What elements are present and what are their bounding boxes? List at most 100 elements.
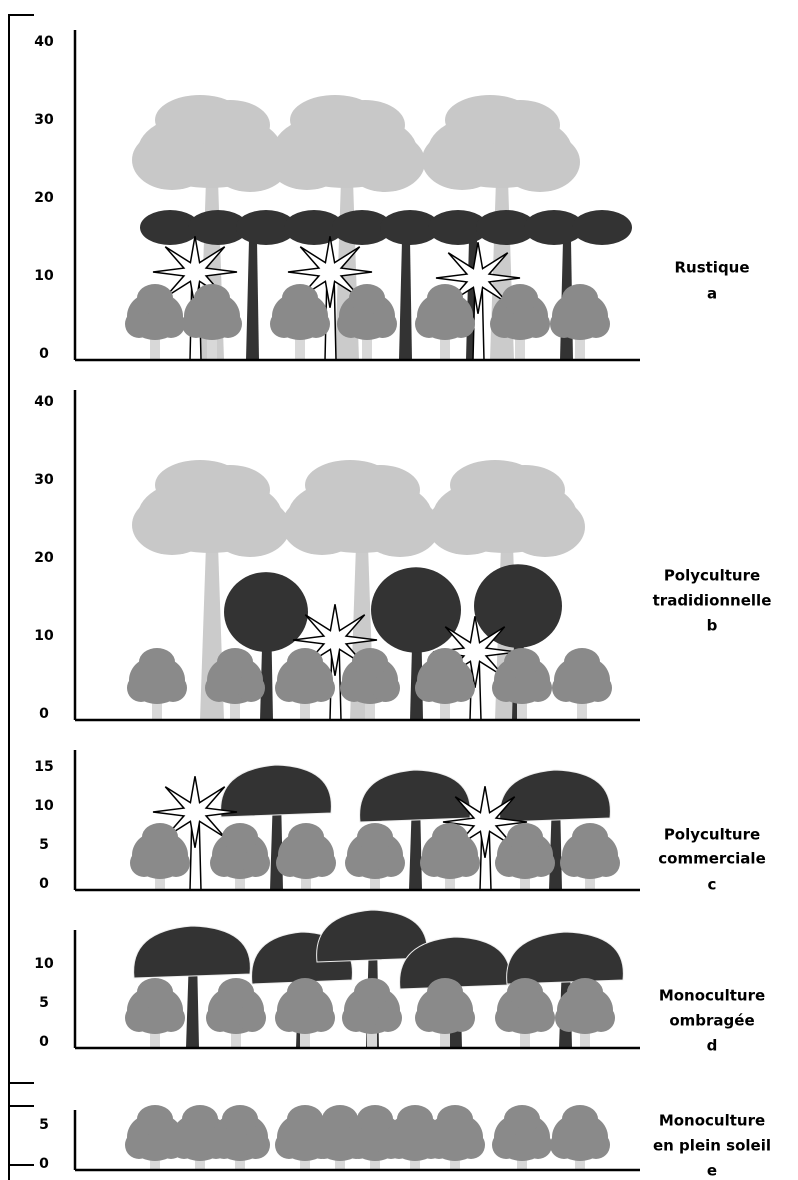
coffee-crown — [182, 310, 210, 338]
coffee-crown — [504, 648, 540, 676]
axis-tick-label: 0 — [39, 1156, 49, 1172]
coffee-crown — [524, 1131, 552, 1159]
coffee-crown — [592, 849, 620, 877]
tree-crown — [316, 909, 428, 963]
coffee-crown — [142, 823, 178, 851]
coffee-crown — [242, 1131, 270, 1159]
coffee-crown — [275, 674, 303, 702]
tree-crown — [332, 210, 392, 245]
system-label: commerciale — [658, 850, 766, 868]
axis-tick-label: 5 — [39, 995, 49, 1011]
coffee-crown — [452, 849, 480, 877]
coffee-crown — [527, 1004, 555, 1032]
tree-crown — [524, 210, 584, 245]
coffee-crown — [425, 1131, 453, 1159]
coffee-crown — [137, 284, 173, 312]
tree-trunk — [246, 240, 259, 360]
coffee-crown — [217, 648, 253, 676]
system-label: d — [707, 1037, 718, 1055]
coffee-crown — [345, 849, 373, 877]
axis-tick-label: 20 — [34, 550, 54, 566]
coffee-crown — [572, 823, 608, 851]
coffee-crown — [222, 1105, 258, 1133]
coffee-crown — [372, 674, 400, 702]
coffee-crown — [524, 674, 552, 702]
tree-trunk — [399, 240, 412, 360]
coffee-crown — [584, 674, 612, 702]
coffee-crown — [504, 1105, 540, 1133]
coffee-crown — [447, 310, 475, 338]
tree-crown — [220, 764, 332, 818]
coffee-crown — [139, 648, 175, 676]
coffee-crown — [307, 674, 335, 702]
system-label: ombragée — [669, 1012, 754, 1030]
coffee-crown — [447, 1004, 475, 1032]
tree-trunk — [409, 800, 422, 890]
axis-tick-label: 40 — [34, 394, 54, 410]
coffee-crown — [385, 1131, 413, 1159]
coffee-crown — [564, 648, 600, 676]
coffee-crown — [352, 648, 388, 676]
coffee-crown — [214, 310, 242, 338]
system-label: Rustique — [674, 259, 749, 277]
axis-tick-label: 0 — [39, 1034, 49, 1050]
coffee-crown — [238, 1004, 266, 1032]
coffee-crown — [550, 310, 578, 338]
tree-crown — [422, 130, 502, 190]
coffee-crown — [420, 849, 448, 877]
coffee-crown — [210, 849, 238, 877]
coffee-crown — [162, 849, 190, 877]
coffee-crown — [127, 674, 155, 702]
coffee-crown — [555, 1004, 583, 1032]
coffee-crown — [194, 284, 230, 312]
coffee-crown — [562, 1105, 598, 1133]
coffee-crown — [205, 674, 233, 702]
axis-tick-label: 0 — [39, 876, 49, 892]
coffee-crown — [415, 310, 443, 338]
coffee-crown — [349, 284, 385, 312]
coffee-crown — [447, 674, 475, 702]
tree-crown — [236, 210, 296, 245]
coffee-crown — [427, 648, 463, 676]
tree-crown — [190, 100, 270, 150]
tree-crown — [476, 210, 536, 245]
tree-crown — [359, 769, 471, 823]
panel: 0 10 20 30 40 Polyculture tradidionnelle b — [34, 390, 771, 722]
coffee-crown — [322, 1105, 358, 1133]
coffee-crown — [218, 978, 254, 1006]
system-label: a — [707, 285, 717, 303]
coffee-crown — [495, 1004, 523, 1032]
axis-tick-label: 0 — [39, 706, 49, 722]
coffee-crown — [182, 1105, 218, 1133]
tree-crown — [188, 210, 248, 245]
system-label: e — [707, 1162, 717, 1180]
axis-tick-label: 10 — [34, 628, 54, 644]
coffee-crown — [125, 1004, 153, 1032]
axis-tick-label: 10 — [34, 798, 54, 814]
tree-crown — [506, 931, 624, 985]
coffee-crown — [237, 674, 265, 702]
tree-crown — [499, 769, 611, 823]
coffee-crown — [222, 823, 258, 851]
coffee-crown — [170, 1131, 198, 1159]
coffee-crown — [345, 1131, 373, 1159]
axis-tick-label: 20 — [34, 190, 54, 206]
tree-crown — [224, 572, 308, 652]
coffee-crown — [307, 1004, 335, 1032]
tree-crown — [190, 465, 270, 515]
coffee-crown — [275, 1131, 303, 1159]
coffee-crown — [137, 1105, 173, 1133]
coffee-crown — [337, 310, 365, 338]
coffee-crown — [502, 284, 538, 312]
tree-crown — [371, 567, 461, 653]
tree-crown — [132, 495, 212, 555]
panel: 0 5 10 15 Polyculture commerciale c — [34, 750, 766, 894]
coffee-crown — [157, 310, 185, 338]
coffee-crown — [415, 1004, 443, 1032]
tree-crown — [340, 465, 420, 515]
coffee-crown — [340, 674, 368, 702]
coffee-crown — [552, 674, 580, 702]
tree-crown — [284, 210, 344, 245]
panel: 0 5 10 Monoculture ombragée d — [34, 909, 765, 1055]
axis-tick-label: 30 — [34, 472, 54, 488]
